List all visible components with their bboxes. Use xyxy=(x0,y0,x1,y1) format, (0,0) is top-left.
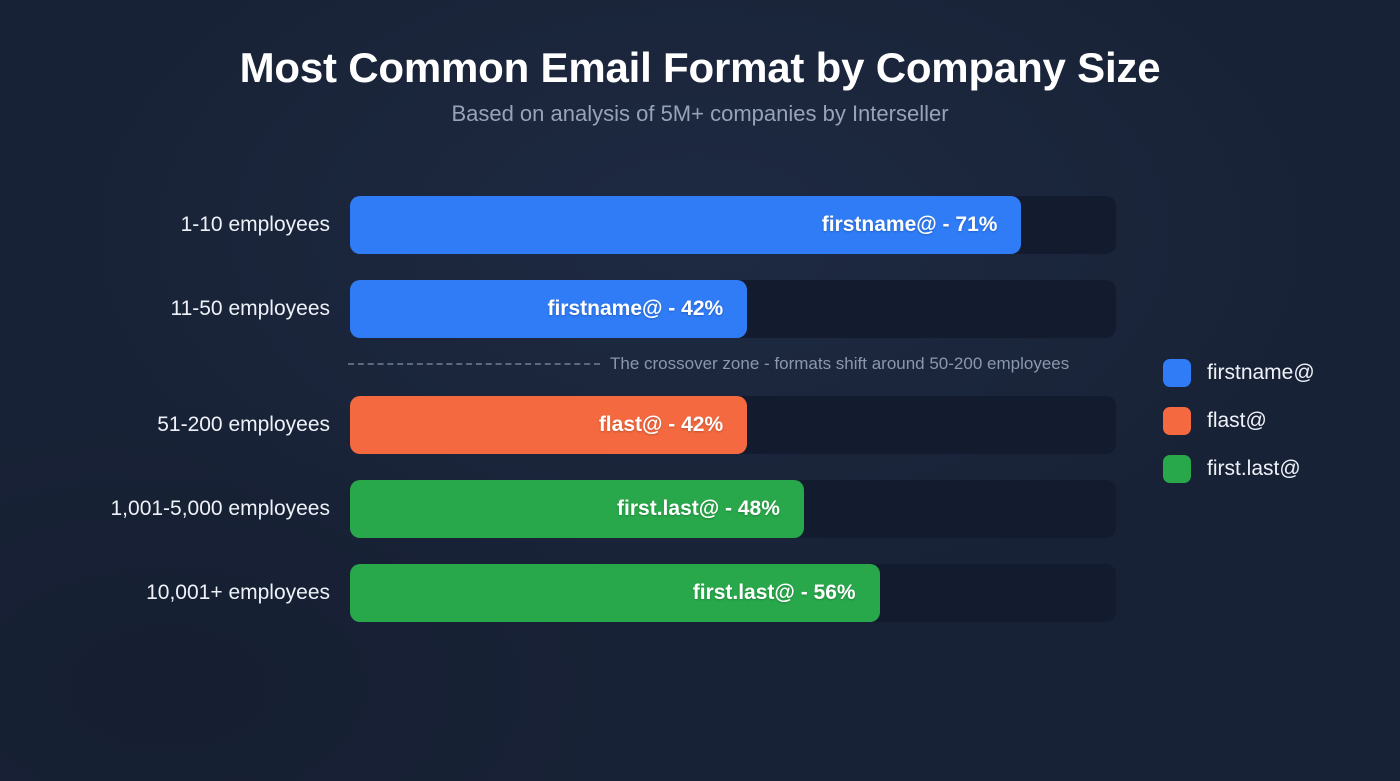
bar-row: 1-10 employees firstname@ - 71% xyxy=(0,196,1400,254)
legend-item[interactable]: flast@ xyxy=(1163,407,1315,435)
bar-category-label: 1-10 employees xyxy=(180,213,330,236)
bar-track: first.last@ - 56% xyxy=(350,564,1116,622)
bar-category-label: 10,001+ employees xyxy=(146,581,330,604)
bar-track: firstname@ - 42% xyxy=(350,280,1116,338)
bar-row: 1,001-5,000 employees first.last@ - 48% xyxy=(0,480,1400,538)
bar-fill[interactable]: first.last@ - 56% xyxy=(350,564,880,622)
legend-swatch-icon xyxy=(1163,359,1191,387)
bar-row: 51-200 employees flast@ - 42% xyxy=(0,396,1400,454)
bar-category-label: 1,001-5,000 employees xyxy=(110,497,331,520)
bar-track: flast@ - 42% xyxy=(350,396,1116,454)
page-title: Most Common Email Format by Company Size xyxy=(239,44,1161,91)
bar-category-label: 11-50 employees xyxy=(170,297,330,320)
legend-item[interactable]: first.last@ xyxy=(1163,455,1315,483)
bar-fill[interactable]: firstname@ - 42% xyxy=(350,280,748,338)
bar-value-label: first.last@ - 48% xyxy=(617,497,780,520)
bar-fill[interactable]: flast@ - 42% xyxy=(350,396,748,454)
legend-label: flast@ xyxy=(1207,409,1267,432)
bar-fill[interactable]: first.last@ - 48% xyxy=(350,480,804,538)
page-subtitle: Based on analysis of 5M+ companies by In… xyxy=(451,101,949,127)
bar-track: first.last@ - 48% xyxy=(350,480,1116,538)
bar-value-label: firstname@ - 71% xyxy=(821,213,998,236)
crossover-annotation-text: The crossover zone - formats shift aroun… xyxy=(610,354,1070,373)
bar-row: 11-50 employees firstname@ - 42% xyxy=(0,280,1400,338)
legend-swatch-icon xyxy=(1163,455,1191,483)
crossover-dashed-line xyxy=(348,363,600,365)
bar-value-label: first.last@ - 56% xyxy=(692,581,856,604)
bar-value-label: flast@ - 42% xyxy=(598,413,724,436)
bar-value-label: firstname@ - 42% xyxy=(547,297,724,320)
crossover-annotation: The crossover zone - formats shift aroun… xyxy=(0,352,1400,376)
legend-label: firstname@ xyxy=(1207,361,1315,384)
bar-fill[interactable]: firstname@ - 71% xyxy=(350,196,1022,254)
legend-swatch-icon xyxy=(1163,407,1191,435)
bar-category-label: 51-200 employees xyxy=(157,413,330,436)
chart-header: Most Common Email Format by Company Size… xyxy=(0,44,1400,127)
bar-track: firstname@ - 71% xyxy=(350,196,1116,254)
chart-legend: firstname@ flast@ first.last@ xyxy=(1163,359,1315,483)
legend-item[interactable]: firstname@ xyxy=(1163,359,1315,387)
bar-row: 10,001+ employees first.last@ - 56% xyxy=(0,564,1400,622)
legend-label: first.last@ xyxy=(1207,457,1301,480)
